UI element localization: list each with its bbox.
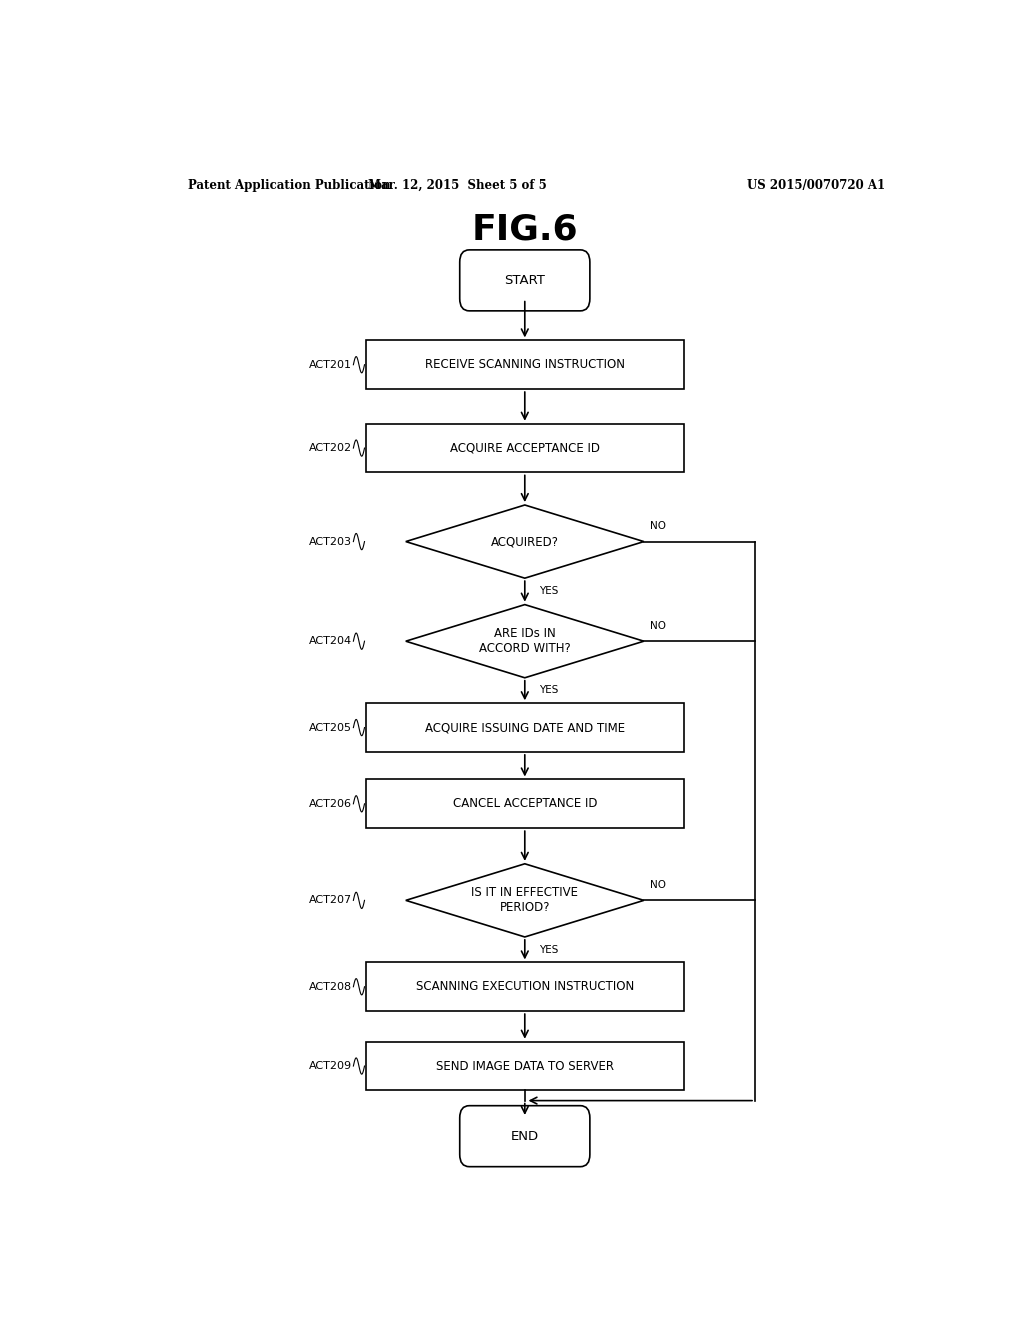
Text: ACT203: ACT203 bbox=[309, 537, 352, 546]
Text: SEND IMAGE DATA TO SERVER: SEND IMAGE DATA TO SERVER bbox=[436, 1060, 613, 1073]
Bar bbox=[367, 779, 684, 828]
Polygon shape bbox=[406, 863, 644, 937]
Polygon shape bbox=[406, 506, 644, 578]
Text: Patent Application Publication: Patent Application Publication bbox=[187, 178, 390, 191]
Text: ACT202: ACT202 bbox=[308, 444, 352, 453]
Text: CANCEL ACCEPTANCE ID: CANCEL ACCEPTANCE ID bbox=[453, 797, 597, 810]
Text: ACT208: ACT208 bbox=[308, 982, 352, 991]
Text: START: START bbox=[505, 273, 545, 286]
FancyBboxPatch shape bbox=[460, 249, 590, 312]
Text: ACQUIRE ACCEPTANCE ID: ACQUIRE ACCEPTANCE ID bbox=[450, 442, 600, 454]
Text: NO: NO bbox=[650, 880, 667, 890]
Bar bbox=[367, 962, 684, 1011]
Text: ACT204: ACT204 bbox=[308, 636, 352, 647]
Text: Mar. 12, 2015  Sheet 5 of 5: Mar. 12, 2015 Sheet 5 of 5 bbox=[368, 178, 547, 191]
Text: RECEIVE SCANNING INSTRUCTION: RECEIVE SCANNING INSTRUCTION bbox=[425, 358, 625, 371]
FancyBboxPatch shape bbox=[460, 1106, 590, 1167]
Text: US 2015/0070720 A1: US 2015/0070720 A1 bbox=[748, 178, 885, 191]
Text: SCANNING EXECUTION INSTRUCTION: SCANNING EXECUTION INSTRUCTION bbox=[416, 981, 634, 993]
Text: YES: YES bbox=[539, 945, 558, 954]
Text: IS IT IN EFFECTIVE
PERIOD?: IS IT IN EFFECTIVE PERIOD? bbox=[471, 886, 579, 915]
Text: FIG.6: FIG.6 bbox=[471, 213, 579, 247]
Text: ACT209: ACT209 bbox=[308, 1061, 352, 1071]
Text: ACQUIRED?: ACQUIRED? bbox=[490, 535, 559, 548]
Text: YES: YES bbox=[539, 586, 558, 597]
Text: ACT206: ACT206 bbox=[309, 799, 352, 809]
Text: ACT207: ACT207 bbox=[308, 895, 352, 906]
Bar bbox=[367, 1041, 684, 1090]
Bar bbox=[367, 341, 684, 389]
Text: ARE IDs IN
ACCORD WITH?: ARE IDs IN ACCORD WITH? bbox=[479, 627, 570, 655]
Text: YES: YES bbox=[539, 685, 558, 696]
Bar bbox=[367, 424, 684, 473]
Bar bbox=[367, 704, 684, 752]
Text: ACQUIRE ISSUING DATE AND TIME: ACQUIRE ISSUING DATE AND TIME bbox=[425, 721, 625, 734]
Text: ACT201: ACT201 bbox=[309, 360, 352, 370]
Polygon shape bbox=[406, 605, 644, 677]
Text: NO: NO bbox=[650, 620, 667, 631]
Text: ACT205: ACT205 bbox=[309, 722, 352, 733]
Text: END: END bbox=[511, 1130, 539, 1143]
Text: NO: NO bbox=[650, 521, 667, 532]
